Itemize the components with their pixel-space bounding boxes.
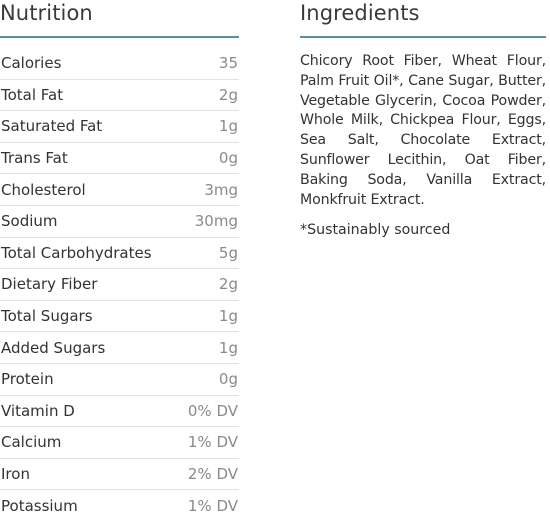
nutrient-value: 1% DV [187, 497, 238, 515]
nutrient-row-vitamin-d: Vitamin D 0% DV [0, 396, 239, 428]
nutrient-label: Trans Fat [1, 149, 68, 168]
ingredients-list-text: Chicory Root Fiber, Wheat Flour, Palm Fr… [300, 53, 546, 208]
nutrient-value: 1g [218, 117, 238, 136]
nutrient-value: 1g [218, 307, 238, 326]
nutrient-row-total-sugars: Total Sugars 1g [0, 301, 239, 333]
nutrient-row-total-carbohydrates: Total Carbohydrates 5g [0, 238, 239, 270]
nutrient-label: Potassium [1, 497, 78, 515]
nutrient-label: Saturated Fat [1, 117, 103, 136]
nutrition-divider [0, 36, 239, 38]
nutrient-row-saturated-fat: Saturated Fat 1g [0, 111, 239, 143]
nutrient-label: Sodium [1, 212, 58, 231]
nutrient-label: Total Fat [1, 85, 64, 104]
nutrient-label: Total Sugars [1, 307, 93, 326]
nutrient-value: 2% DV [187, 465, 238, 484]
nutrition-section: Nutrition Calories 35 Total Fat 2g Satur… [0, 0, 239, 515]
nutrient-label: Added Sugars [1, 338, 106, 357]
nutrient-row-iron: Iron 2% DV [0, 459, 239, 491]
nutrient-value: 5g [218, 243, 238, 262]
nutrient-value: 1% DV [187, 433, 238, 452]
nutrient-value: 2g [218, 275, 238, 294]
nutrient-row-dietary-fiber: Dietary Fiber 2g [0, 269, 239, 301]
ingredients-section: Ingredients Chicory Root Fiber, Wheat Fl… [300, 0, 546, 240]
ingredients-title: Ingredients [300, 1, 420, 25]
nutrient-row-calcium: Calcium 1% DV [0, 427, 239, 459]
nutrient-row-sodium: Sodium 30mg [0, 206, 239, 238]
nutrient-row-trans-fat: Trans Fat 0g [0, 143, 239, 175]
nutrient-value: 2g [218, 85, 238, 104]
nutrient-value: 30mg [194, 212, 238, 231]
nutrient-label: Total Carbohydrates [1, 243, 152, 262]
nutrient-label: Vitamin D [1, 401, 75, 420]
nutrient-row-calories: Calories 35 [0, 48, 239, 80]
nutrient-row-added-sugars: Added Sugars 1g [0, 332, 239, 364]
ingredients-divider [300, 36, 546, 38]
nutrient-value: 0% DV [187, 401, 238, 420]
nutrient-row-protein: Protein 0g [0, 364, 239, 396]
nutrient-value: 0g [218, 149, 238, 168]
nutrient-label: Protein [1, 370, 54, 389]
nutrient-value: 3mg [204, 180, 238, 199]
nutrient-label: Dietary Fiber [1, 275, 98, 294]
nutrient-value: 1g [218, 338, 238, 357]
nutrient-row-total-fat: Total Fat 2g [0, 80, 239, 112]
nutrient-label: Cholesterol [1, 180, 86, 199]
nutrient-row-cholesterol: Cholesterol 3mg [0, 174, 239, 206]
ingredients-footnote: *Sustainably sourced [300, 222, 451, 239]
nutrition-title: Nutrition [0, 1, 93, 25]
nutrient-label: Iron [1, 465, 30, 484]
nutrient-value: 35 [218, 54, 238, 73]
nutrient-list: Calories 35 Total Fat 2g Saturated Fat 1… [0, 48, 239, 515]
nutrient-label: Calories [1, 54, 62, 73]
nutrient-label: Calcium [1, 433, 62, 452]
nutrient-value: 0g [218, 370, 238, 389]
nutrient-row-potassium: Potassium 1% DV [0, 490, 239, 515]
